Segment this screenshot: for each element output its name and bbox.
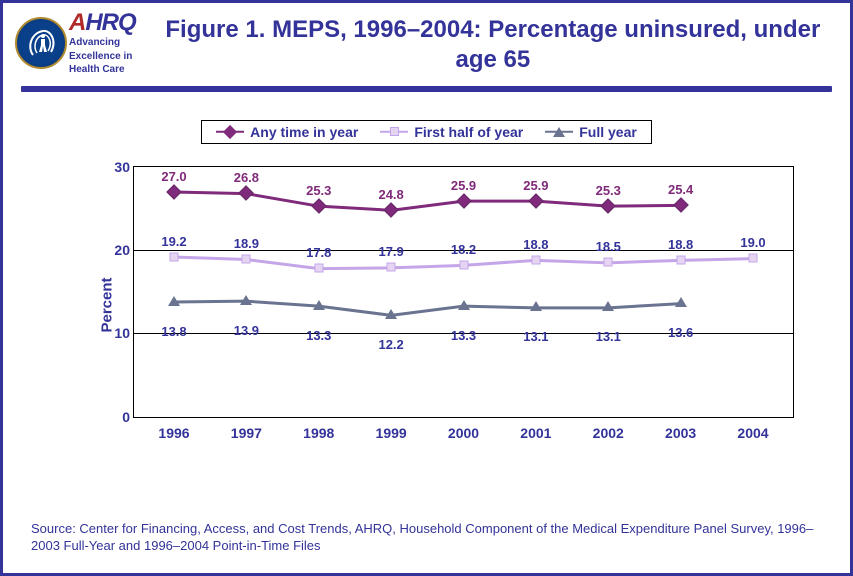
- y-axis-label: Percent: [99, 277, 116, 332]
- figure-title: Figure 1. MEPS, 1996–2004: Percentage un…: [152, 15, 834, 75]
- data-label: 25.4: [668, 182, 693, 197]
- y-tick-label: 0: [106, 409, 130, 425]
- ahrq-tagline-1: Advancing: [69, 37, 136, 49]
- data-label: 19.2: [161, 234, 186, 249]
- data-label: 13.3: [306, 328, 331, 343]
- data-marker-icon: [242, 255, 251, 264]
- data-label: 19.0: [740, 235, 765, 250]
- data-label: 13.6: [668, 325, 693, 340]
- data-label: 24.8: [378, 187, 403, 202]
- data-label: 12.2: [378, 337, 403, 352]
- hhs-seal-icon: [15, 17, 67, 69]
- x-tick-label: 2002: [593, 425, 624, 441]
- legend-swatch: [545, 126, 573, 138]
- data-label: 25.3: [596, 183, 621, 198]
- x-tick-label: 2001: [520, 425, 551, 441]
- data-marker-icon: [459, 260, 468, 269]
- data-marker-icon: [530, 301, 542, 311]
- legend-label: First half of year: [414, 124, 523, 140]
- plot-area: 0102030199619971998199920002001200220032…: [133, 166, 794, 418]
- x-tick-label: 2000: [448, 425, 479, 441]
- data-marker-icon: [240, 295, 252, 305]
- data-label: 25.3: [306, 183, 331, 198]
- data-label: 13.1: [523, 329, 548, 344]
- legend-item: Full year: [545, 124, 637, 140]
- legend-item: Any time in year: [216, 124, 358, 140]
- figure-frame: AHRQ Advancing Excellence in Health Care…: [0, 0, 853, 576]
- x-tick-label: 1996: [158, 425, 189, 441]
- y-tick-label: 20: [106, 242, 130, 258]
- data-label: 27.0: [161, 169, 186, 184]
- data-label: 18.8: [668, 237, 693, 252]
- y-tick-label: 10: [106, 325, 130, 341]
- data-marker-icon: [313, 300, 325, 310]
- data-label: 17.8: [306, 245, 331, 260]
- legend-label: Full year: [579, 124, 637, 140]
- data-label: 25.9: [451, 178, 476, 193]
- data-marker-icon: [314, 264, 323, 273]
- data-marker-icon: [170, 252, 179, 261]
- data-label: 18.9: [234, 236, 259, 251]
- x-tick-label: 2004: [737, 425, 768, 441]
- data-label: 18.2: [451, 242, 476, 257]
- x-tick-label: 1997: [231, 425, 262, 441]
- chart-zone: Any time in year First half of year Full y…: [43, 120, 810, 450]
- ahrq-logo: AHRQ Advancing Excellence in Health Care: [69, 11, 136, 76]
- ahrq-a: A: [69, 9, 85, 36]
- legend-swatch: [380, 126, 408, 138]
- y-tick-label: 30: [106, 159, 130, 175]
- data-marker-icon: [458, 300, 470, 310]
- data-marker-icon: [602, 301, 614, 311]
- data-label: 13.3: [451, 328, 476, 343]
- data-marker-icon: [385, 309, 397, 319]
- data-label: 25.9: [523, 178, 548, 193]
- data-label: 13.8: [161, 324, 186, 339]
- data-label: 26.8: [234, 170, 259, 185]
- data-marker-icon: [676, 255, 685, 264]
- title-wrap: Figure 1. MEPS, 1996–2004: Percentage un…: [152, 11, 834, 75]
- data-marker-icon: [168, 296, 180, 306]
- data-marker-icon: [604, 258, 613, 267]
- data-label: 13.1: [596, 329, 621, 344]
- data-label: 18.5: [596, 239, 621, 254]
- legend-swatch: [216, 126, 244, 138]
- legend-label: Any time in year: [250, 124, 358, 140]
- ahrq-wordmark: AHRQ: [69, 11, 136, 35]
- plot: Percent 01020301996199719981999200020012…: [99, 160, 800, 450]
- legend-marker-icon: [223, 124, 237, 138]
- data-label: 13.9: [234, 323, 259, 338]
- legend-item: First half of year: [380, 124, 523, 140]
- ahrq-rest: HRQ: [85, 9, 135, 36]
- data-marker-icon: [531, 255, 540, 264]
- data-marker-icon: [749, 254, 758, 263]
- logo-group: AHRQ Advancing Excellence in Health Care: [15, 11, 152, 76]
- data-label: 17.9: [378, 244, 403, 259]
- legend-marker-icon: [390, 127, 399, 136]
- ahrq-tagline-3: Health Care: [69, 64, 136, 76]
- data-marker-icon: [675, 297, 687, 307]
- hhs-seal-svg: [23, 25, 59, 61]
- source-note: Source: Center for Financing, Access, an…: [31, 520, 822, 555]
- legend: Any time in year First half of year Full y…: [201, 120, 652, 144]
- header: AHRQ Advancing Excellence in Health Care…: [3, 3, 850, 76]
- header-divider: [21, 86, 832, 92]
- legend-marker-icon: [553, 127, 565, 137]
- data-marker-icon: [387, 263, 396, 272]
- x-tick-label: 2003: [665, 425, 696, 441]
- x-tick-label: 1999: [376, 425, 407, 441]
- data-label: 18.8: [523, 237, 548, 252]
- ahrq-tagline-2: Excellence in: [69, 51, 136, 63]
- x-tick-label: 1998: [303, 425, 334, 441]
